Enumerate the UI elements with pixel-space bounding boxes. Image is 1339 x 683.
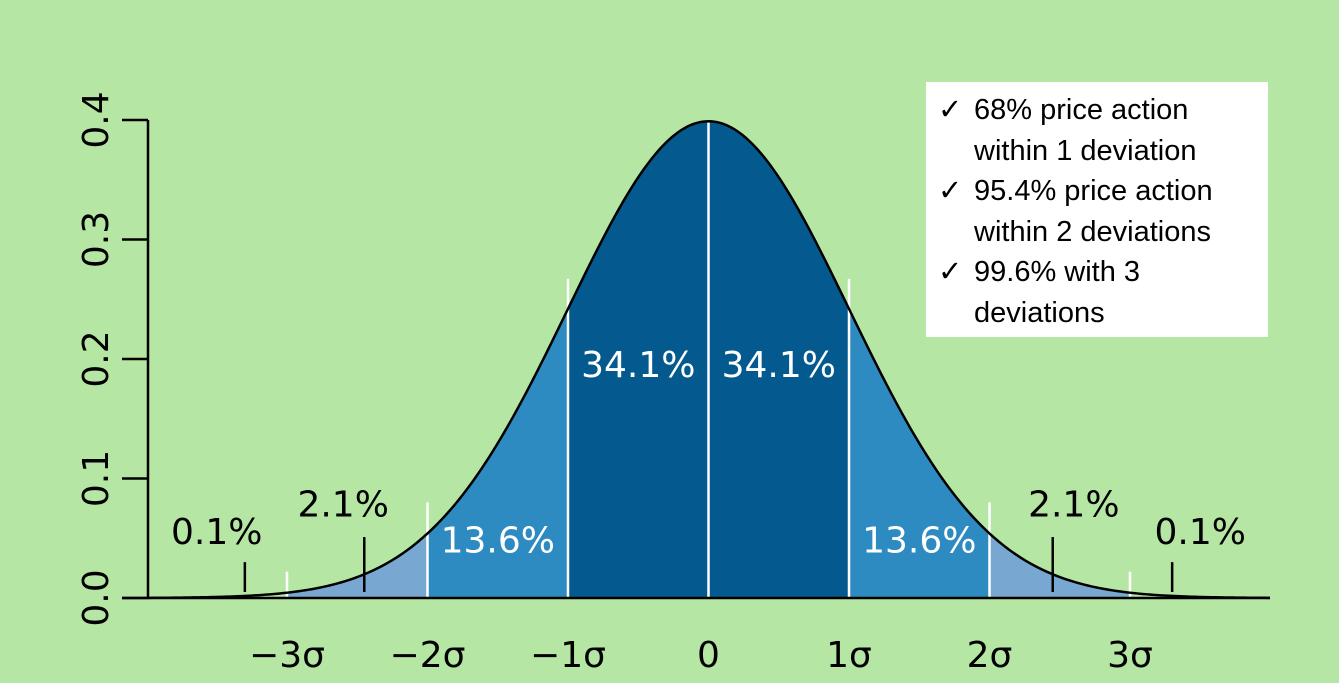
legend-item-3: ✓ 99.6% with 3 deviations (938, 252, 1258, 333)
y-tick-label: 0.1 (76, 450, 117, 507)
legend-text-2: 95.4% price action within 2 deviations (974, 175, 1213, 248)
region-label: 2.1% (1028, 485, 1119, 526)
segment-1 (287, 533, 428, 598)
legend-box: ✓ 68% price action within 1 deviation ✓ … (926, 82, 1268, 337)
x-tick-label: 2σ (967, 635, 1013, 676)
y-tick-label: 0.2 (76, 330, 117, 387)
region-label: 34.1% (581, 345, 695, 386)
region-label: 2.1% (297, 485, 388, 526)
check-icon: ✓ (938, 256, 963, 288)
region-label: 0.1% (1155, 512, 1246, 553)
region-label: 13.6% (862, 521, 976, 562)
x-tick-label: 1σ (826, 635, 872, 676)
y-tick-label: 0.3 (76, 211, 117, 268)
check-icon: ✓ (938, 175, 963, 207)
segment-6 (989, 533, 1130, 598)
region-label: 0.1% (171, 512, 262, 553)
x-tick-label: −1σ (530, 635, 606, 676)
legend-text-1: 68% price action within 1 deviation (974, 94, 1197, 167)
x-tick-label: 0 (697, 635, 720, 676)
region-labels: 0.1% 2.1% 13.6% 34.1% 34.1% 13.6% 2.1% 0.1% (171, 345, 1246, 593)
region-label: 34.1% (722, 345, 836, 386)
legend-text-3: 99.6% with 3 deviations (974, 256, 1141, 329)
y-tick-label: 0.0 (76, 569, 117, 626)
x-tick-label: 3σ (1107, 635, 1153, 676)
region-label: 13.6% (441, 521, 555, 562)
curve-line (147, 120, 1271, 600)
legend-item-2: ✓ 95.4% price action within 2 deviations (938, 171, 1258, 252)
x-tick-label: −3σ (249, 635, 325, 676)
axes: 0.0 0.1 0.2 0.3 0.4 −3σ −2σ −1σ 0 1σ 2σ 3σ (76, 91, 1270, 676)
legend-item-1: ✓ 68% price action within 1 deviation (938, 90, 1258, 171)
sigma-dividers (285, 120, 1132, 598)
x-tick-label: −2σ (390, 635, 466, 676)
check-icon: ✓ (938, 94, 963, 126)
y-tick-label: 0.4 (76, 91, 117, 148)
